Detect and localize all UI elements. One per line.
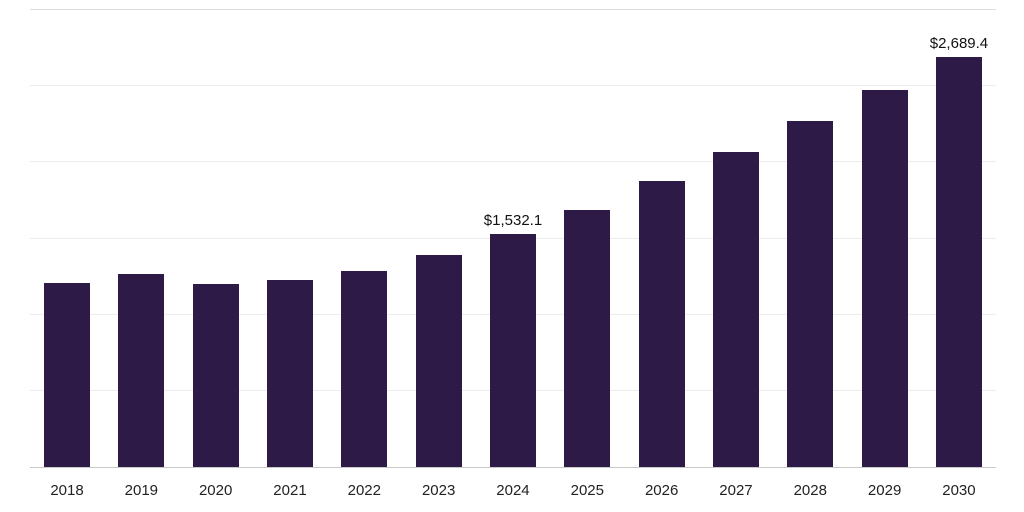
bar-column-2019 (118, 273, 165, 467)
x-axis-label-2027: 2027 (719, 482, 753, 499)
bar-2025 (564, 209, 611, 467)
bar-column-2022 (341, 270, 388, 467)
bar-2022 (341, 270, 388, 467)
x-axis-label-2023: 2023 (421, 482, 456, 499)
bar-2029 (861, 89, 908, 467)
gridline-3000 (30, 9, 996, 10)
bar-column-2023 (415, 255, 462, 467)
bar-column-2018 (44, 282, 90, 467)
bar-2024 (489, 233, 536, 467)
x-axis-label-2029: 2029 (867, 482, 902, 499)
x-axis-label-2030: 2030 (942, 482, 976, 499)
x-axis-label-2020: 2020 (198, 482, 233, 499)
bar-2018 (44, 282, 90, 467)
bar-column-2024: $1,532.1 (484, 213, 542, 467)
bar-2019 (118, 273, 165, 467)
bar-2020 (192, 284, 239, 467)
chart-plot-region: $1,532.1 $2,689.4 (30, 9, 996, 468)
bar-column-2026 (638, 181, 685, 467)
bar-value-label-2030: $2,689.4 (929, 35, 989, 53)
bar-value-label-2024: $1,532.1 (483, 211, 543, 229)
bar-2021 (266, 280, 313, 467)
gridline-2000 (30, 161, 996, 163)
x-axis-label-2025: 2025 (570, 482, 604, 499)
bar-2028 (787, 121, 834, 467)
bar-column-2021 (266, 280, 313, 467)
bar-column-2029 (861, 89, 908, 467)
bar-column-2030: $2,689.4 (930, 36, 988, 467)
gridline-2500 (30, 85, 996, 87)
x-axis-label-2018: 2018 (50, 482, 84, 499)
x-axis-label-2021: 2021 (273, 482, 307, 499)
bar-column-2028 (787, 121, 834, 467)
x-axis-label-2019: 2019 (124, 482, 159, 499)
x-axis-labels: 2018 2019 2020 2021 2022 2023 2024 2025 2026 2027… (30, 468, 996, 499)
plot-area: $1,532.1 $2,689.4 (30, 10, 996, 467)
x-axis-label-2024: 2024 (496, 482, 530, 499)
x-axis-label-2026: 2026 (644, 482, 679, 499)
x-axis-label-2028: 2028 (793, 482, 827, 499)
x-axis-label-2022: 2022 (347, 482, 381, 499)
bar-2023 (415, 255, 462, 467)
bar-column-2020 (192, 284, 239, 467)
bar-2030 (935, 57, 982, 467)
bar-column-2025 (564, 209, 611, 467)
bar-2027 (712, 151, 759, 467)
bar-2026 (638, 181, 685, 467)
bar-column-2027 (712, 151, 759, 467)
